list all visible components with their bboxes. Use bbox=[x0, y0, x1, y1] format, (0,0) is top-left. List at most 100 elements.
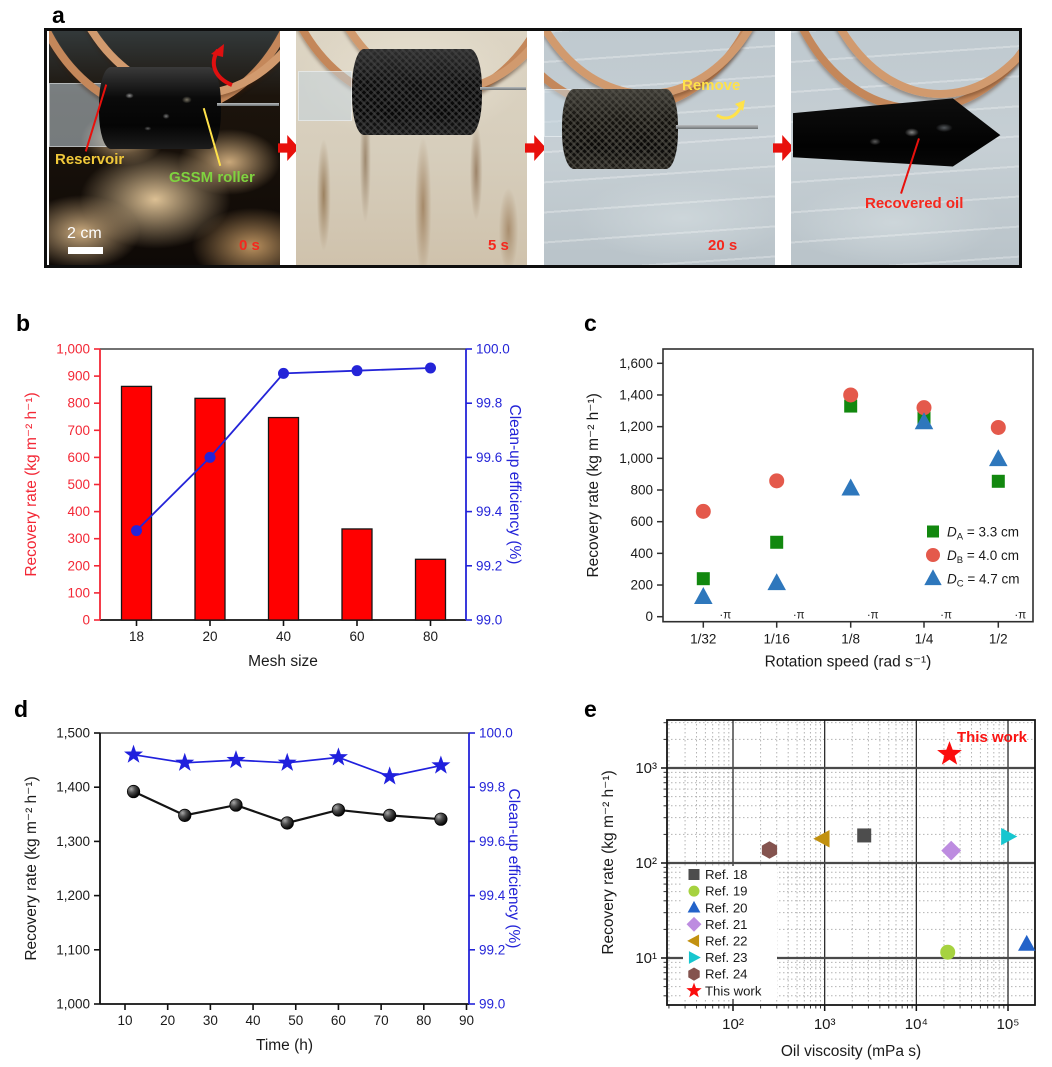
reservoir-label: Reservoir bbox=[55, 151, 125, 168]
data-point bbox=[990, 419, 1006, 435]
tick-label: 20 bbox=[202, 629, 217, 644]
data-point bbox=[688, 951, 701, 964]
tick-label: 1/2 bbox=[989, 632, 1008, 647]
tick-label: 10⁴ bbox=[905, 1016, 928, 1033]
recovery-point bbox=[229, 798, 243, 812]
tick-label: 90 bbox=[459, 1013, 474, 1028]
tick-label: 99.8 bbox=[479, 780, 505, 795]
recovered-oil-label: Recovered oil bbox=[865, 195, 964, 212]
data-point bbox=[124, 744, 144, 763]
x-axis-title: Mesh size bbox=[248, 653, 318, 670]
tick-label: 99.8 bbox=[476, 396, 502, 411]
tick-label: 99.2 bbox=[476, 558, 502, 573]
tick-label: 100.0 bbox=[479, 726, 513, 741]
roller-axle bbox=[480, 87, 526, 90]
bar-recovery-rate bbox=[267, 416, 300, 621]
tick-label: 99.0 bbox=[476, 613, 502, 628]
tick-label: 200 bbox=[67, 558, 90, 573]
tick-label: 10² bbox=[635, 855, 657, 872]
data-point bbox=[277, 752, 297, 771]
data-point bbox=[1001, 827, 1018, 846]
tick-label: 60 bbox=[331, 1013, 346, 1028]
tick-label: 0 bbox=[82, 613, 90, 628]
data-point bbox=[940, 944, 956, 960]
y-axis-title-right: Clean-up efficiency (%) bbox=[506, 405, 523, 565]
bar-recovery-rate bbox=[414, 558, 447, 621]
data-point bbox=[431, 755, 451, 774]
efficiency-point bbox=[131, 525, 142, 537]
scalebar bbox=[68, 247, 103, 254]
tick-label: 99.0 bbox=[479, 997, 505, 1012]
tick-label: 600 bbox=[67, 450, 90, 465]
tick-label: 1,000 bbox=[619, 451, 653, 466]
panel-a-photo-strip: Reservoir GSSM roller 2 cm 0 s 5 s Remov… bbox=[44, 28, 1022, 268]
tick-label: 1,300 bbox=[56, 834, 90, 849]
tick-label: 1/32 bbox=[690, 632, 716, 647]
roller-axle bbox=[217, 103, 279, 106]
recovery-point bbox=[331, 803, 346, 817]
data-point bbox=[991, 474, 1005, 488]
remove-arrow-icon bbox=[716, 100, 745, 120]
data-point bbox=[767, 573, 786, 591]
panel-c-chart: 02004006008001,0001,2001,4001,6001/32·π1… bbox=[585, 348, 1034, 671]
data-point bbox=[924, 569, 942, 586]
tick-label: 1,400 bbox=[56, 780, 90, 795]
bar-recovery-rate bbox=[194, 397, 226, 621]
tick-label: 99.2 bbox=[479, 942, 505, 957]
legend-label: DC = 4.7 cm bbox=[947, 571, 1020, 589]
tick-label: 400 bbox=[630, 546, 653, 561]
tick-label: 400 bbox=[67, 504, 90, 519]
data-point bbox=[695, 503, 711, 519]
tick-label: 80 bbox=[416, 1013, 431, 1028]
efficiency-point bbox=[351, 365, 363, 377]
this-work-annotation: This work bbox=[957, 729, 1028, 746]
pi-suffix-label: ·π bbox=[719, 610, 731, 622]
data-point bbox=[813, 830, 830, 848]
pi-suffix-label: ·π bbox=[1014, 610, 1026, 622]
legend-label: Ref. 18 bbox=[705, 867, 748, 882]
panel-b-letter: b bbox=[16, 310, 31, 336]
data-point bbox=[844, 399, 858, 413]
tick-label: 700 bbox=[67, 423, 90, 438]
rotation-arrow-icon bbox=[211, 44, 233, 87]
tick-label: 0 bbox=[645, 609, 653, 624]
recovery-point bbox=[383, 808, 397, 822]
tick-label: 18 bbox=[129, 629, 144, 644]
data-point bbox=[696, 572, 710, 586]
efficiency-point bbox=[204, 451, 216, 463]
tick-label: 99.6 bbox=[476, 450, 502, 465]
data-point bbox=[688, 869, 700, 880]
tick-label: 1,400 bbox=[619, 387, 653, 402]
tick-label: 10 bbox=[117, 1013, 132, 1028]
data-point bbox=[927, 525, 939, 538]
x-axis-title: Time (h) bbox=[256, 1037, 313, 1054]
recovered-oil-reservoir bbox=[793, 98, 1001, 167]
recovery-point bbox=[178, 808, 192, 822]
data-point bbox=[1018, 934, 1036, 951]
tick-label: 200 bbox=[630, 578, 653, 593]
tick-label: 1/8 bbox=[841, 632, 860, 647]
gssm-roller bbox=[562, 89, 678, 169]
legend-label: Ref. 24 bbox=[705, 967, 748, 982]
legend-label: DA = 3.3 cm bbox=[947, 524, 1019, 542]
panel-b-chart: 0 100 200 300 400 500 600 700 800 900 1,000 99.0 99.… bbox=[23, 342, 523, 671]
tick-label: 10¹ bbox=[635, 950, 657, 967]
tick-label: 10³ bbox=[635, 760, 657, 777]
legend-label: Ref. 19 bbox=[705, 884, 748, 899]
photo-roller-removal: Remove 20 s bbox=[544, 31, 775, 265]
pi-suffix-label: ·π bbox=[940, 610, 952, 622]
roller-axle bbox=[676, 125, 758, 129]
tick-label: 800 bbox=[630, 483, 653, 498]
data-point bbox=[769, 473, 785, 489]
y-axis-title: Recovery rate (kg m⁻² h⁻¹) bbox=[585, 393, 602, 577]
tick-label: 1,500 bbox=[56, 726, 90, 741]
data-point bbox=[761, 841, 778, 859]
bar-recovery-rate bbox=[341, 528, 373, 621]
recovery-point bbox=[280, 816, 294, 830]
data-point bbox=[686, 982, 702, 998]
step-arrow-icon bbox=[525, 135, 546, 161]
tick-label: 1,000 bbox=[56, 342, 90, 357]
recovery-point bbox=[434, 812, 448, 826]
gssm-roller bbox=[352, 49, 482, 135]
